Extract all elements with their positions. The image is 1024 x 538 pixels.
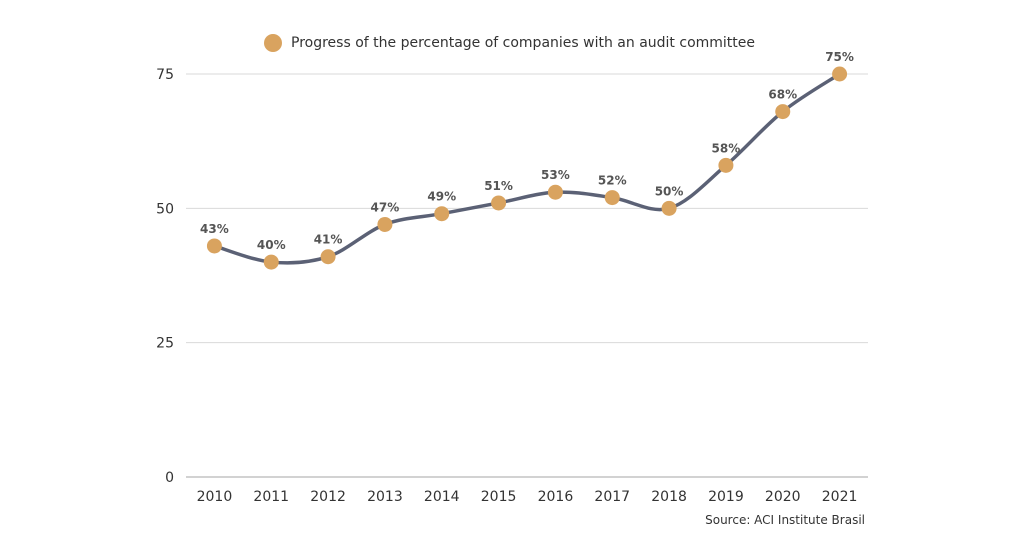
y-tick-label: 0	[165, 470, 174, 486]
data-point	[604, 190, 620, 206]
y-tick-label: 50	[156, 201, 174, 217]
data-label: 47%	[371, 200, 400, 214]
legend: Progress of the percentage of companies …	[264, 34, 755, 52]
x-tick-label: 2018	[651, 489, 687, 505]
data-point	[377, 216, 393, 232]
data-point	[263, 254, 279, 270]
data-label: 50%	[655, 184, 684, 198]
data-point	[718, 157, 734, 173]
y-tick-label: 75	[156, 67, 174, 83]
x-tick-label: 2014	[424, 489, 460, 505]
x-tick-label: 2013	[367, 489, 403, 505]
data-label: 49%	[427, 190, 456, 204]
data-point	[661, 200, 677, 216]
x-tick-label: 2021	[822, 489, 858, 505]
data-label: 41%	[314, 233, 343, 247]
data-point	[320, 249, 336, 265]
data-label: 53%	[541, 168, 570, 182]
data-point	[832, 66, 848, 82]
data-label: 52%	[598, 174, 627, 188]
legend-marker	[264, 34, 282, 52]
y-tick-label: 25	[156, 336, 174, 352]
x-tick-label: 2020	[765, 489, 801, 505]
data-label: 68%	[768, 88, 797, 102]
source-note: Source: ACI Institute Brasil	[705, 513, 865, 527]
series-line	[212, 72, 842, 265]
x-tick-label: 2015	[481, 489, 517, 505]
x-tick-label: 2019	[708, 489, 744, 505]
x-tick-label: 2017	[594, 489, 630, 505]
x-tick-label: 2011	[253, 489, 289, 505]
data-point	[775, 104, 791, 120]
x-tick-label: 2010	[197, 489, 233, 505]
data-point	[434, 206, 450, 222]
data-point	[547, 184, 563, 200]
data-point	[491, 195, 507, 211]
x-tick-label: 2016	[538, 489, 574, 505]
data-label: 51%	[484, 179, 513, 193]
x-tick-label: 2012	[310, 489, 346, 505]
data-label: 43%	[200, 222, 229, 236]
data-label: 40%	[257, 238, 286, 252]
legend-label: Progress of the percentage of companies …	[291, 35, 756, 51]
data-label: 58%	[712, 141, 741, 155]
data-label: 75%	[825, 50, 854, 64]
data-point	[206, 238, 222, 254]
